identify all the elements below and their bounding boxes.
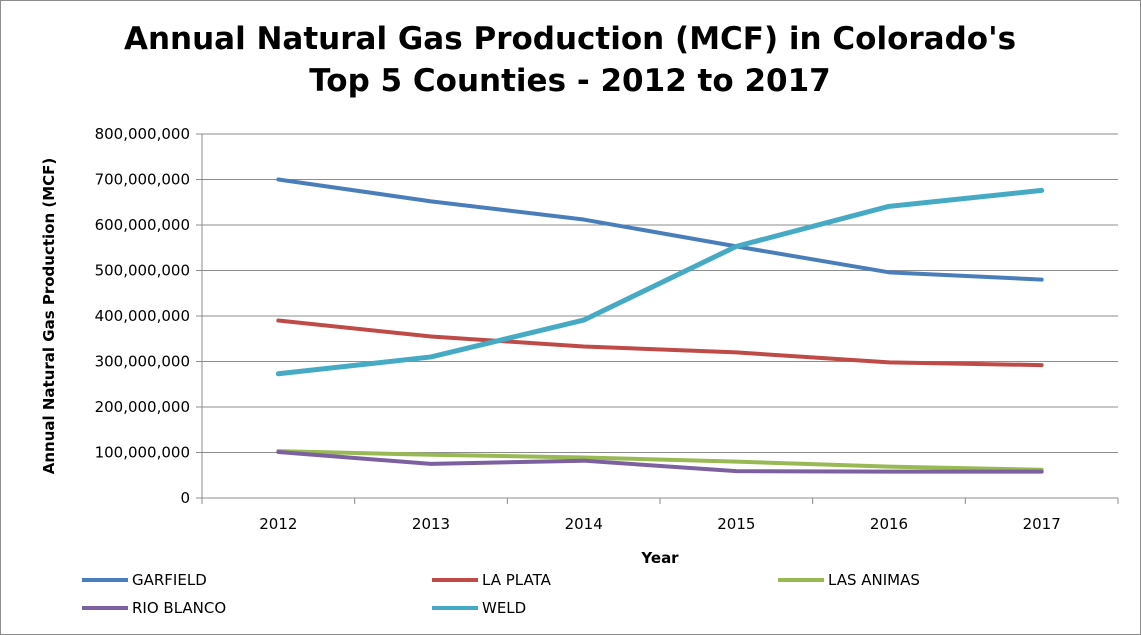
x-axis-title: Year — [640, 549, 679, 567]
series-lines — [275, 177, 1045, 474]
x-tick-label: 2013 — [412, 515, 450, 533]
y-tick-label: 500,000,000 — [95, 262, 190, 280]
series-line-rio-blanco — [276, 450, 1044, 474]
x-tick-label: 2016 — [870, 515, 908, 533]
y-tick-labels: 0 100,000,000 200,000,000 300,000,000 400,00… — [95, 125, 190, 507]
x-tick-label: 2014 — [565, 515, 603, 533]
y-tick-label: 600,000,000 — [95, 216, 190, 234]
y-tick-label: 100,000,000 — [95, 444, 190, 462]
x-tick-label: 2012 — [259, 515, 297, 533]
legend-label-garfield: GARFIELD — [132, 571, 207, 589]
axes — [196, 133, 1119, 504]
series-line-la-plata — [276, 318, 1044, 368]
y-tick-label: 0 — [180, 489, 190, 507]
series-line-las-animas — [276, 449, 1044, 472]
y-tick-label: 200,000,000 — [95, 398, 190, 416]
y-tick-label: 400,000,000 — [95, 307, 190, 325]
y-axis-title: Annual Natural Gas Production (MCF) — [40, 158, 58, 475]
y-tick-label: 300,000,000 — [95, 353, 190, 371]
legend: GARFIELD LA PLATA LAS ANIMAS RIO BLANCO WELD — [82, 571, 920, 617]
chart-title-line-2: Top 5 Counties - 2012 to 2017 — [309, 63, 831, 99]
y-tick-label: 800,000,000 — [95, 125, 190, 143]
y-tick-label: 700,000,000 — [95, 171, 190, 189]
x-tick-label: 2015 — [717, 515, 755, 533]
legend-label-la-plata: LA PLATA — [482, 571, 552, 589]
x-tick-labels: 2012 2013 2014 2015 2016 2017 — [259, 515, 1061, 533]
chart-title: Annual Natural Gas Production (MCF) in C… — [40, 18, 1100, 102]
series-line-weld — [275, 187, 1045, 377]
chart-title-line-1: Annual Natural Gas Production (MCF) in C… — [123, 21, 1017, 57]
legend-label-las-animas: LAS ANIMAS — [828, 571, 920, 589]
gridlines — [202, 133, 1118, 453]
legend-label-rio-blanco: RIO BLANCO — [132, 599, 226, 617]
series-line-garfield — [276, 177, 1044, 282]
x-tick-label: 2017 — [1023, 515, 1061, 533]
legend-label-weld: WELD — [482, 599, 526, 617]
